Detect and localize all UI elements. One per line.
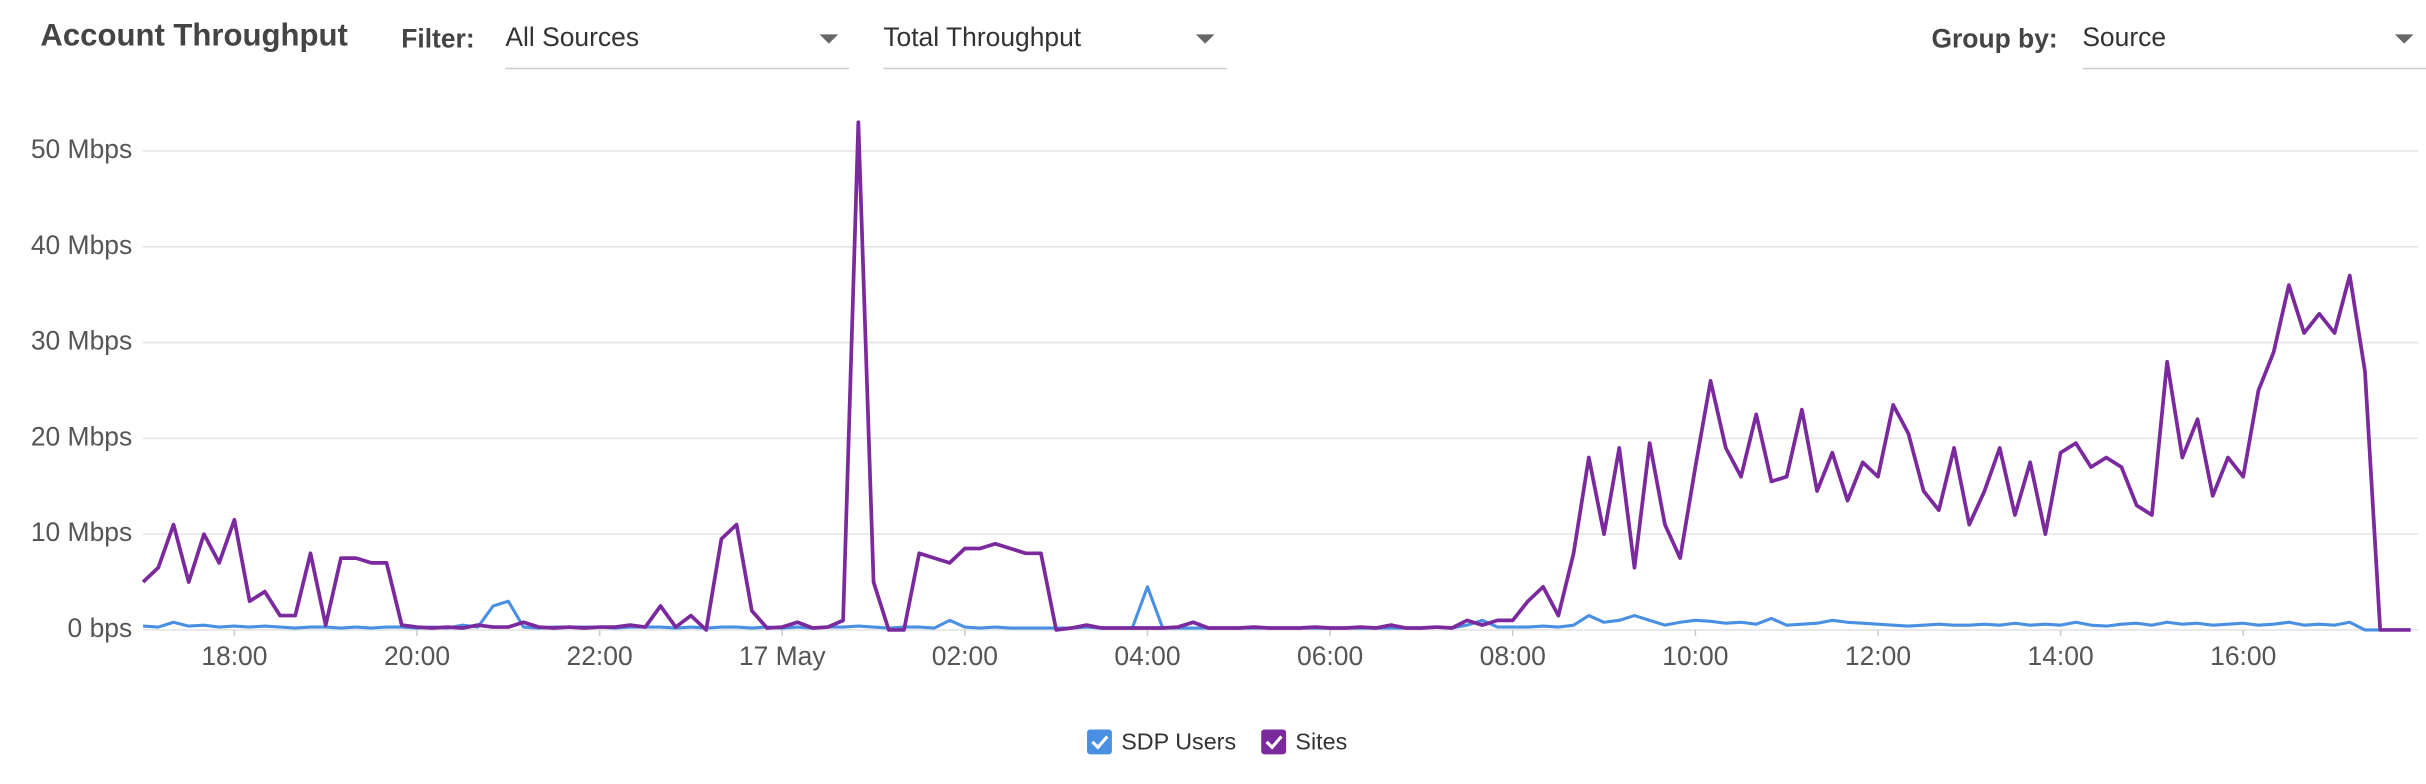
y-tick-label: 10 Mbps	[31, 517, 132, 547]
y-tick-label: 20 Mbps	[31, 421, 132, 451]
metric-dropdown[interactable]: Total Throughput	[883, 22, 1227, 70]
filter-label: Filter:	[401, 24, 474, 54]
legend-check	[1091, 735, 1109, 750]
group-label: Group by:	[1931, 24, 2057, 54]
x-tick-label: 22:00	[567, 641, 633, 671]
series-line	[142, 585, 2411, 632]
source-dropdown[interactable]: All Sources	[505, 22, 850, 70]
legend-checkbox	[1087, 729, 1112, 755]
x-tick-label: 18:00	[201, 641, 267, 671]
y-tick-label: 40 Mbps	[31, 230, 132, 260]
x-tick-label: 14:00	[2028, 641, 2094, 671]
x-tick-label: 17 May	[739, 641, 826, 671]
legend-check	[1265, 735, 1283, 750]
x-tick-label: 06:00	[1297, 641, 1363, 671]
legend-label: Sites	[1295, 729, 1347, 755]
dropdown-value: Total Throughput	[883, 22, 1081, 52]
dropdown-arrow	[819, 34, 839, 44]
legend-label: SDP Users	[1121, 729, 1236, 755]
x-tick-label: 08:00	[1480, 641, 1546, 671]
dropdown-arrow	[2394, 34, 2414, 44]
legend-checkbox	[1261, 729, 1287, 755]
x-tick-label: 12:00	[1845, 641, 1911, 671]
x-tick-label: 04:00	[1114, 641, 1180, 671]
group-dropdown[interactable]: Source	[2082, 22, 2426, 70]
page-title: Account Throughput	[40, 18, 347, 53]
y-tick-label: 0 bps	[68, 613, 133, 643]
x-tick-label: 16:00	[2210, 641, 2276, 671]
y-tick-label: 50 Mbps	[31, 134, 132, 164]
x-tick-label: 20:00	[384, 641, 450, 671]
x-tick-label: 02:00	[932, 641, 998, 671]
legend-item[interactable]: Sites	[1261, 729, 1347, 755]
dropdown-arrow	[1195, 34, 1215, 44]
dropdown-value: Source	[2082, 22, 2166, 52]
y-tick-label: 30 Mbps	[31, 326, 132, 356]
legend-item[interactable]: SDP Users	[1087, 729, 1236, 755]
x-tick-label: 10:00	[1662, 641, 1728, 671]
series-line	[141, 120, 2411, 632]
dropdown-value: All Sources	[505, 22, 639, 52]
